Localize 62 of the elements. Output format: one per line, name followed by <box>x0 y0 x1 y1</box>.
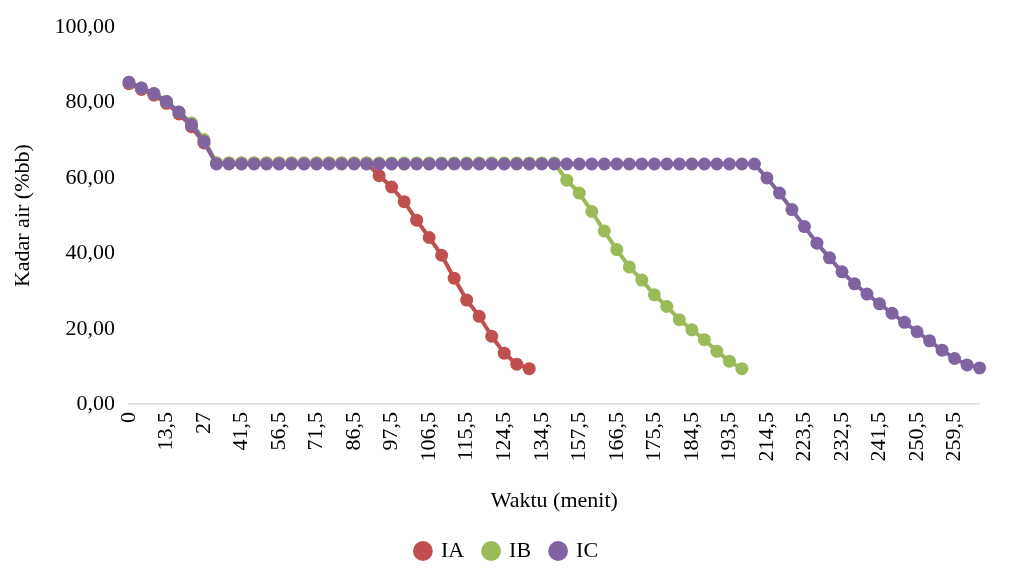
point <box>672 313 686 327</box>
point <box>722 354 736 368</box>
x-tick-label: 259,5 <box>940 412 966 462</box>
point <box>622 260 636 274</box>
x-tick-label: 106,5 <box>414 412 440 462</box>
x-tick-label: 27 <box>189 412 215 435</box>
y-tick-label: 60,00 <box>65 163 115 189</box>
x-tick-label: 13,5 <box>152 412 178 451</box>
x-tick-label: 71,5 <box>302 412 328 451</box>
point <box>510 357 524 371</box>
x-tick-label: 232,5 <box>827 412 853 462</box>
point <box>572 186 586 200</box>
point <box>447 271 461 285</box>
legend-label: IA <box>440 536 465 562</box>
x-tick-label: 56,5 <box>264 412 290 451</box>
x-tick-label: 214,5 <box>752 412 778 462</box>
x-tick-label: 157,5 <box>565 412 591 462</box>
point <box>422 231 436 245</box>
x-tick-label: 124,5 <box>489 412 515 462</box>
point <box>647 288 661 302</box>
y-axis-title: Kadar air (%bb) <box>8 144 34 288</box>
point <box>585 205 599 218</box>
x-tick-label: 0 <box>114 412 140 424</box>
point <box>385 180 399 194</box>
x-tick-label: 134,5 <box>527 412 553 462</box>
point <box>435 248 449 262</box>
x-tick-label: 86,5 <box>339 412 365 451</box>
x-tick-label: 97,5 <box>377 412 403 451</box>
y-tick-label: 20,00 <box>65 314 115 340</box>
x-tick-label: 223,5 <box>790 412 816 462</box>
point <box>735 362 749 376</box>
point <box>685 323 699 337</box>
y-tick-label: 100,00 <box>54 12 115 38</box>
y-tick-label: 80,00 <box>65 88 115 114</box>
point <box>610 243 624 257</box>
x-tick-label: 250,5 <box>902 412 928 462</box>
x-tick-label: 184,5 <box>677 412 703 462</box>
x-tick-label: 193,5 <box>715 412 741 462</box>
point <box>372 169 386 183</box>
point <box>597 224 611 238</box>
y-tick-label: 0,00 <box>76 389 115 415</box>
point <box>635 273 649 287</box>
x-tick-label: 175,5 <box>640 412 666 462</box>
x-tick-label: 41,5 <box>227 412 253 451</box>
point <box>710 344 724 358</box>
x-axis-title: Waktu (menit) <box>490 486 618 512</box>
point <box>472 309 486 323</box>
point <box>560 173 574 187</box>
point <box>397 195 411 209</box>
legend-label: IB <box>509 536 532 562</box>
y-tick-label: 40,00 <box>65 239 115 265</box>
point <box>660 299 674 313</box>
point <box>522 362 536 376</box>
point <box>460 293 474 307</box>
point <box>497 346 511 360</box>
legend-label: IC <box>576 536 599 562</box>
point <box>410 213 424 227</box>
x-tick-label: 166,5 <box>602 412 628 462</box>
x-tick-label: 241,5 <box>865 412 891 462</box>
x-tick-label: 115,5 <box>452 412 478 461</box>
point <box>485 329 499 343</box>
point <box>697 333 711 347</box>
